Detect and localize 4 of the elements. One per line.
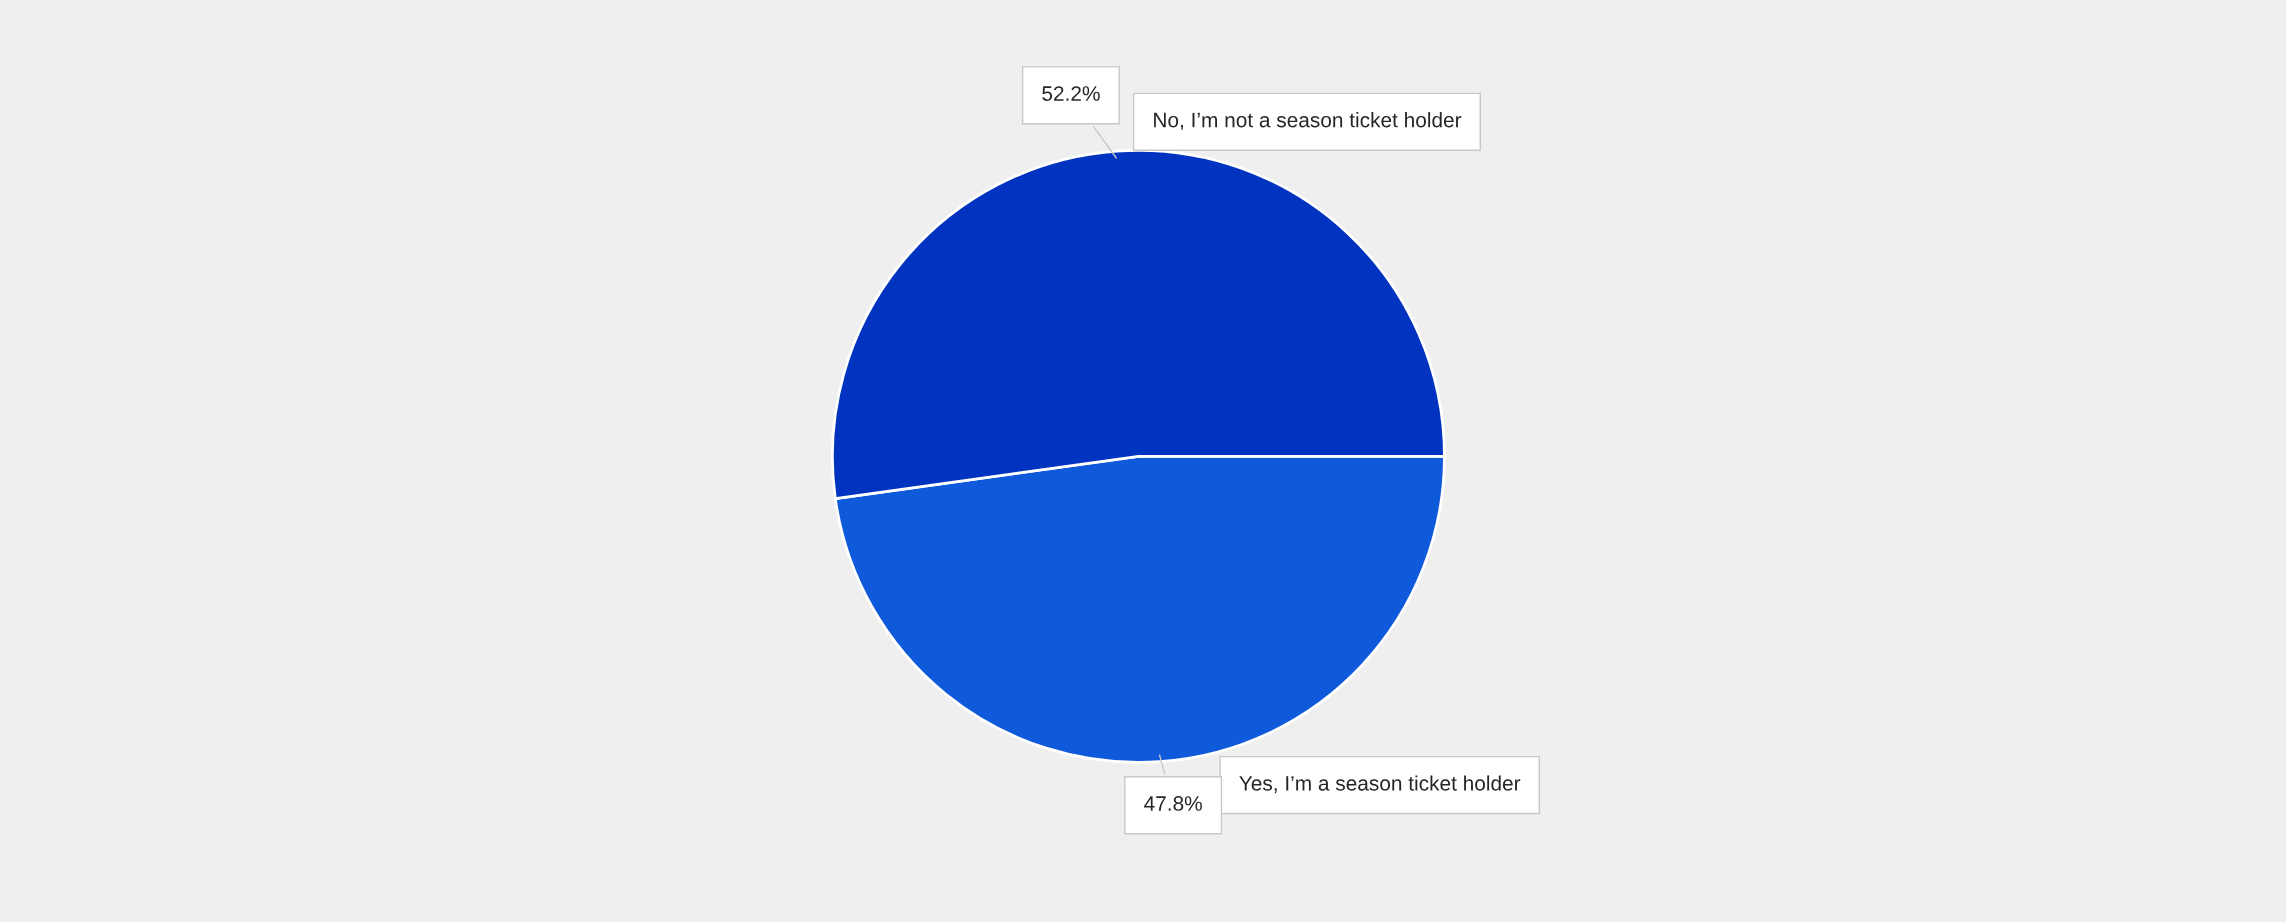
data-label: 47.8%	[1144, 796, 1202, 811]
slice-label: No, I’m not a season ticket holder	[1154, 112, 1462, 130]
data-label: 52.2%	[1042, 86, 1100, 101]
slice-label: Yes, I’m a season ticket holder	[1239, 775, 1521, 794]
